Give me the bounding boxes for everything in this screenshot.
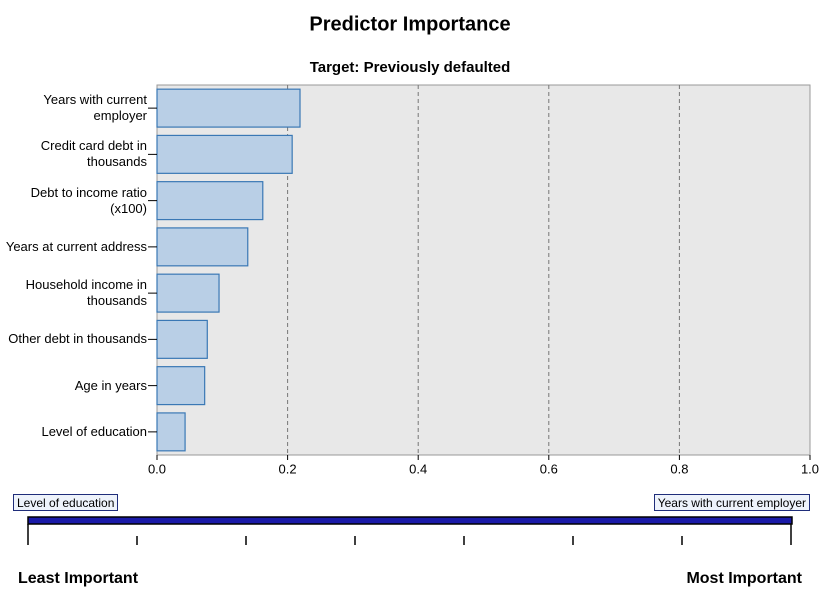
x-tick-label: 0.2 — [279, 461, 297, 476]
y-tick-label: Years with current employer — [43, 92, 147, 124]
min-predictor-label: Level of education — [13, 494, 119, 511]
x-tick-label: 0.6 — [540, 461, 558, 476]
bar — [156, 412, 186, 452]
y-tick-label: Age in years — [74, 377, 147, 393]
slider-track — [27, 516, 793, 525]
bar — [156, 273, 220, 313]
y-tick-label: Credit card debt in thousands — [40, 138, 147, 170]
bar — [156, 134, 293, 174]
least-important-label: Least Important — [18, 570, 139, 587]
slider-ticks — [27, 524, 792, 545]
importance-slider — [27, 516, 793, 545]
x-tick-label: 1.0 — [801, 461, 819, 476]
max-predictor-label: Years with current employer — [653, 494, 810, 511]
chart-subtitle: Target: Previously defaulted — [310, 59, 511, 76]
bar — [156, 88, 301, 128]
bar — [156, 181, 264, 221]
x-tick-label: 0.0 — [148, 461, 166, 476]
y-tick-label: Other debt in thousands — [8, 331, 147, 347]
y-tick-label: Years at current address — [5, 238, 147, 254]
bar — [156, 319, 208, 359]
bar — [156, 227, 249, 267]
most-important-label: Most Important — [686, 570, 802, 587]
y-tick-label: Household income in thousands — [25, 277, 147, 309]
y-tick-label: Level of education — [41, 423, 147, 439]
x-tick-label: 0.4 — [409, 461, 427, 476]
bar — [156, 366, 206, 406]
chart-title: Predictor Importance — [309, 13, 510, 35]
x-tick-label: 0.8 — [670, 461, 688, 476]
y-tick-label: Debt to income ratio (x100) — [30, 184, 147, 216]
